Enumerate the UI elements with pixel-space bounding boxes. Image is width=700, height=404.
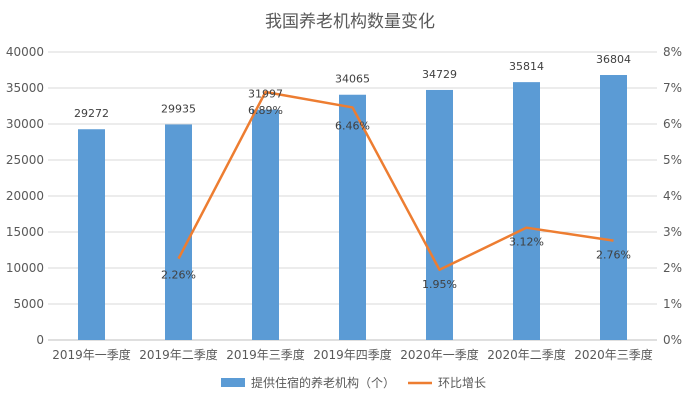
x-tick-label: 2020年一季度 bbox=[400, 347, 479, 362]
y-left-tick-label: 15000 bbox=[6, 225, 44, 239]
bar-data-label: 35814 bbox=[509, 60, 544, 73]
bar-series bbox=[78, 75, 627, 341]
y-left-tick-label: 20000 bbox=[6, 189, 44, 203]
bar bbox=[165, 124, 192, 340]
y-right-tick-label: 1% bbox=[663, 297, 682, 311]
legend: 提供住宿的养老机构（个） 环比增长 bbox=[221, 375, 486, 390]
y-left-tick-label: 25000 bbox=[6, 153, 44, 167]
axes: 0 5000 10000 15000 20000 25000 30000 35000 40000… bbox=[6, 45, 682, 362]
line-data-label: 3.12% bbox=[509, 236, 544, 249]
y-right-tick-label: 3% bbox=[663, 225, 682, 239]
y-right-tick-label: 4% bbox=[663, 189, 682, 203]
bar bbox=[513, 82, 540, 341]
bar bbox=[339, 94, 366, 341]
line-data-label: 6.89% bbox=[248, 104, 283, 117]
bar-data-label: 34065 bbox=[335, 73, 370, 86]
bar bbox=[252, 109, 279, 340]
x-tick-label: 2019年三季度 bbox=[226, 347, 305, 362]
bar-data-label: 36804 bbox=[596, 53, 631, 66]
y-right-tick-label: 7% bbox=[663, 81, 682, 95]
line-series bbox=[177, 90, 614, 272]
line-data-label: 2.26% bbox=[161, 269, 196, 282]
y-left-tick-label: 35000 bbox=[6, 81, 44, 95]
bar bbox=[78, 129, 105, 340]
x-tick-label: 2019年四季度 bbox=[313, 347, 392, 362]
x-tick-label: 2020年二季度 bbox=[487, 347, 566, 362]
data-labels: 29272 29935 31997 34065 34729 35814 36804 2.26%… bbox=[74, 53, 631, 291]
legend-label-line: 环比增长 bbox=[438, 376, 486, 390]
y-left-tick-label: 0 bbox=[36, 333, 44, 347]
bar-data-label: 34729 bbox=[422, 68, 457, 81]
legend-swatch-bar bbox=[221, 378, 245, 387]
line-data-label: 2.76% bbox=[596, 249, 631, 262]
bar bbox=[600, 75, 627, 340]
line-data-label: 6.46% bbox=[335, 119, 370, 132]
y-left-tick-label: 40000 bbox=[6, 45, 44, 59]
chart-title: 我国养老机构数量变化 bbox=[265, 12, 435, 32]
legend-label-bar: 提供住宿的养老机构（个） bbox=[251, 375, 395, 390]
line-data-label: 1.95% bbox=[422, 278, 457, 291]
y-left-tick-label: 30000 bbox=[6, 117, 44, 131]
bar-data-label: 29935 bbox=[161, 102, 196, 115]
y-right-tick-label: 8% bbox=[663, 45, 682, 59]
y-right-tick-label: 0% bbox=[663, 333, 682, 347]
y-left-tick-label: 5000 bbox=[13, 297, 44, 311]
bar-data-label: 31997 bbox=[248, 88, 283, 101]
bar bbox=[426, 89, 453, 340]
x-tick-label: 2019年一季度 bbox=[52, 347, 131, 362]
bar-data-label: 29272 bbox=[74, 107, 109, 120]
y-left-tick-label: 10000 bbox=[6, 261, 44, 275]
x-tick-label: 2019年二季度 bbox=[139, 347, 218, 362]
y-right-tick-label: 2% bbox=[663, 261, 682, 275]
line-path bbox=[177, 90, 614, 272]
x-tick-label: 2020年三季度 bbox=[574, 347, 653, 362]
y-right-tick-label: 5% bbox=[663, 153, 682, 167]
y-right-tick-label: 6% bbox=[663, 117, 682, 131]
